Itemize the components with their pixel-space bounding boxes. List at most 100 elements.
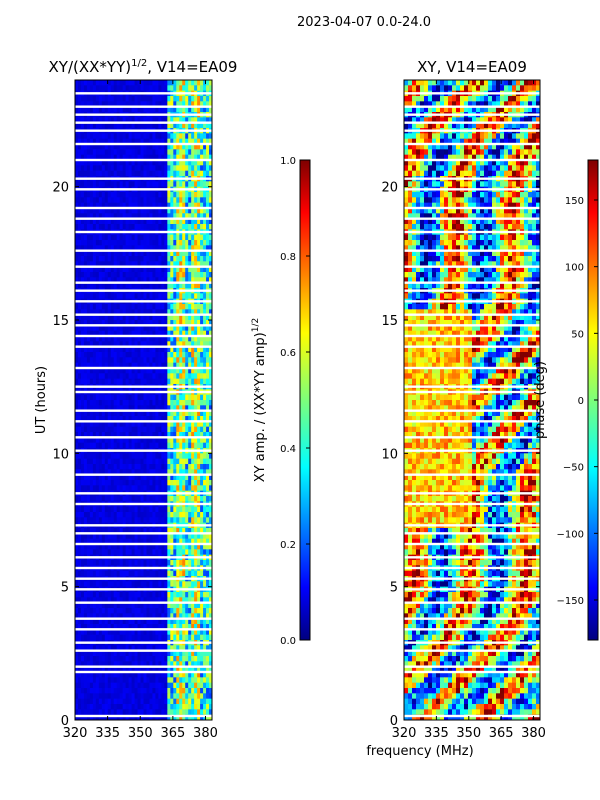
heatmap-cell (197, 517, 201, 524)
heatmap-cell (155, 133, 159, 140)
heatmap-cell (170, 458, 174, 465)
heatmap-cell (209, 512, 213, 518)
heatmap-cell (152, 373, 156, 380)
heatmap-cell (155, 602, 159, 609)
heatmap-cell (137, 304, 141, 310)
heatmap-cell (176, 234, 180, 241)
heatmap-cell (75, 512, 79, 518)
heatmap-cell (167, 581, 171, 588)
heatmap-cell (194, 266, 198, 273)
heatmap-cell (194, 437, 198, 444)
heatmap-cell (113, 309, 118, 316)
heatmap-cell (185, 245, 189, 252)
heatmap-cell (194, 80, 198, 86)
heatmap-cell (86, 453, 91, 460)
heatmap-cell (203, 197, 207, 204)
heatmap-cell (86, 272, 91, 278)
heatmap-cell (203, 421, 207, 428)
heatmap-cell (137, 309, 141, 316)
heatmap-cell (131, 304, 135, 310)
heatmap-cell (86, 400, 91, 406)
heatmap-cell (86, 432, 91, 438)
heatmap-cell (125, 325, 130, 332)
heatmap-cell (143, 304, 147, 310)
heatmap-cell (77, 330, 82, 337)
heatmap-cell (80, 208, 85, 214)
heatmap-cell (191, 373, 195, 380)
heatmap-cell (119, 357, 124, 364)
heatmap-cell (116, 197, 121, 204)
heatmap-cell (140, 202, 144, 209)
heatmap-cell (134, 293, 138, 300)
heatmap-cell (89, 464, 94, 470)
heatmap-cell (182, 309, 186, 316)
heatmap-cell (161, 570, 165, 577)
heatmap-cell (161, 618, 165, 625)
heatmap-cell (83, 570, 88, 577)
heatmap-cell (155, 138, 159, 145)
heatmap-cell (98, 330, 103, 337)
heatmap-cell (176, 410, 180, 417)
heatmap-cell (188, 538, 192, 545)
heatmap-cell (194, 85, 198, 92)
heatmap-cell (83, 426, 88, 433)
heatmap-cell (179, 181, 183, 188)
heatmap-cell (185, 645, 189, 652)
heatmap-cell (86, 528, 91, 534)
heatmap-cell (89, 160, 94, 166)
heatmap-cell (119, 117, 124, 124)
heatmap-cell (119, 629, 124, 636)
heatmap-cell (152, 645, 156, 652)
heatmap-cell (164, 400, 168, 406)
heatmap-cell (200, 613, 204, 620)
heatmap-cell (95, 282, 100, 289)
heatmap-cell (131, 325, 135, 332)
heatmap-cell (104, 256, 109, 262)
heatmap-cell (125, 234, 130, 241)
heatmap-cell (116, 453, 121, 460)
heatmap-cell (167, 250, 171, 257)
heatmap-cell (98, 378, 103, 385)
heatmap-cell (110, 330, 115, 337)
heatmap-cell (149, 528, 153, 534)
heatmap-cell (206, 272, 210, 278)
heatmap-cell (104, 442, 109, 449)
heatmap-cell (122, 192, 127, 198)
heatmap-cell (137, 218, 141, 225)
heatmap-cell (182, 373, 186, 380)
heatmap-cell (185, 421, 189, 428)
heatmap-cell (182, 192, 186, 198)
heatmap-cell (158, 624, 162, 630)
heatmap-cell (152, 96, 156, 102)
heatmap-cell (170, 266, 174, 273)
heatmap-cell (122, 400, 127, 406)
heatmap-cell (110, 394, 115, 401)
heatmap-cell (149, 133, 153, 140)
heatmap-cell (188, 378, 192, 385)
heatmap-cell (137, 613, 141, 620)
heatmap-cell (173, 634, 177, 641)
heatmap-cell (206, 277, 210, 284)
heatmap-cell (128, 170, 132, 177)
heatmap-cell (188, 234, 192, 241)
heatmap-cell (143, 469, 147, 476)
heatmap-cell (176, 165, 180, 172)
heatmap-cell (80, 106, 85, 113)
heatmap-cell (113, 181, 118, 188)
heatmap-cell (158, 613, 162, 620)
heatmap-cell (95, 373, 100, 380)
heatmap-cell (134, 432, 138, 438)
heatmap-cell (80, 122, 85, 129)
heatmap-cell (152, 133, 156, 140)
heatmap-cell (77, 197, 82, 204)
heatmap-cell (122, 458, 127, 465)
heatmap-cell (98, 106, 103, 113)
heatmap-cell (137, 240, 141, 246)
heatmap-cell (161, 256, 165, 262)
heatmap-cell (179, 218, 183, 225)
heatmap-cell (143, 608, 147, 614)
heatmap-cell (188, 650, 192, 657)
heatmap-cell (86, 106, 91, 113)
heatmap-cell (119, 581, 124, 588)
heatmap-cell (209, 426, 213, 433)
